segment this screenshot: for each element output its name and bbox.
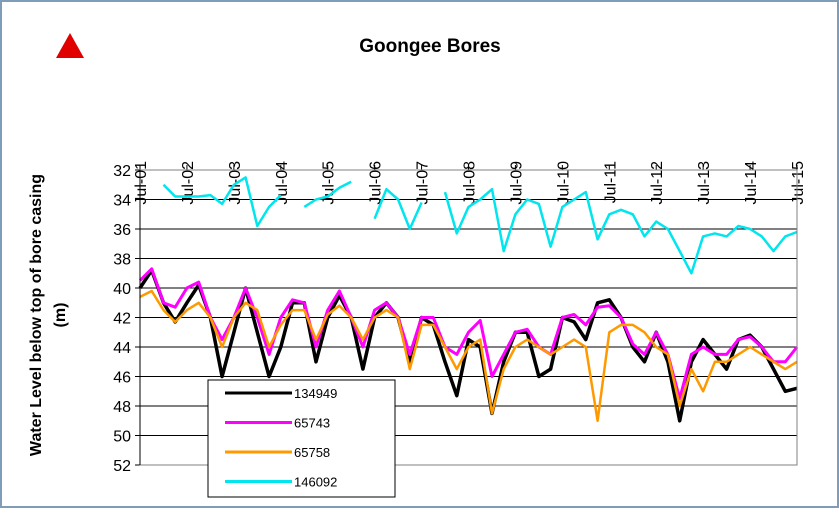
x-tick-label: Jul-09 (508, 161, 525, 205)
x-tick-label: Jul-07 (415, 161, 432, 205)
y-tick-label: 40 (113, 281, 131, 298)
y-tick-label: 44 (113, 340, 131, 357)
warning-triangle (56, 33, 84, 58)
x-tick-label: Jul-01 (133, 161, 150, 205)
legend-label: 146092 (294, 475, 337, 490)
y-axis-label: (m) (52, 303, 69, 328)
y-tick-label: 32 (113, 163, 131, 180)
x-tick-label: Jul-10 (555, 161, 572, 205)
legend-label: 65743 (294, 416, 330, 431)
y-axis-label: Water Level below top of bore casing (28, 174, 45, 456)
series-line (139, 289, 798, 423)
chart-title: Goongee Bores (359, 36, 500, 57)
series-line (162, 176, 282, 228)
legend-label: 134949 (294, 386, 337, 401)
x-tick-label: Jul-06 (368, 161, 385, 205)
legend-label: 65758 (294, 445, 330, 460)
y-tick-label: 50 (113, 429, 131, 446)
x-tick-label: Jul-12 (649, 161, 666, 205)
x-tick-label: Jul-11 (602, 161, 619, 203)
x-tick-label: Jul-08 (462, 161, 479, 205)
x-tick-label: Jul-04 (274, 161, 291, 205)
y-tick-label: 36 (113, 222, 131, 239)
x-tick-label: Jul-15 (790, 161, 807, 205)
y-tick-label: 52 (113, 458, 131, 475)
series-line (373, 187, 423, 231)
y-tick-label: 38 (113, 252, 131, 269)
x-tick-label: Jul-02 (180, 161, 197, 205)
x-tick-label: Jul-13 (696, 161, 713, 205)
x-tick-label: Jul-14 (743, 161, 760, 205)
series-line (443, 187, 798, 275)
y-tick-label: 48 (113, 399, 131, 416)
series-line (303, 180, 352, 208)
legend-box (207, 379, 396, 498)
y-tick-label: 34 (113, 193, 131, 210)
y-tick-label: 46 (113, 370, 131, 387)
series-line (138, 267, 799, 401)
y-tick-label: 42 (113, 311, 131, 328)
